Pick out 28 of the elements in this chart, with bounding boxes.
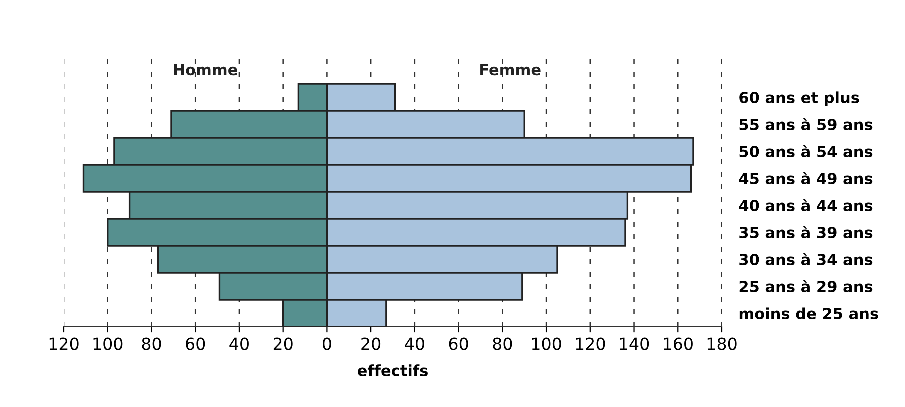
y-tick-label: moins de 25 ans (740, 308, 878, 320)
text: Femme (480, 64, 541, 76)
x-tick-label: 180 (708, 338, 737, 350)
x-tick-label: 60 (449, 338, 468, 350)
x-tick-label: 40 (405, 338, 424, 350)
x-tick-label: 100 (532, 338, 562, 350)
x-tick-label: 100 (94, 338, 123, 350)
y-tick-label: 50 ans à 54 ans (740, 145, 873, 158)
x-tick-label: 20 (362, 338, 381, 350)
y-tick-label: 45 ans à 49 ans (739, 172, 873, 185)
x-tick-label: 120 (576, 338, 606, 350)
x-tick-label: 80 (493, 338, 512, 350)
y-tick-label: 25 ans à 29 ans (740, 280, 873, 293)
x-tick-label: 80 (142, 338, 162, 350)
y-tick-label: 55 ans à 59 ans (740, 118, 873, 131)
text: Homme (174, 64, 238, 76)
x-tick-label: 40 (230, 338, 249, 350)
y-tick-label: 40 ans à 44 ans (739, 199, 873, 212)
x-tick-label: 120 (50, 338, 79, 350)
x-tick-label: 20 (274, 338, 293, 350)
x-tick-label: 140 (620, 338, 650, 350)
x-tick-label: 60 (186, 338, 206, 350)
x-tick-label: 160 (664, 338, 693, 350)
y-tick-label: 30 ans à 34 ans (740, 253, 873, 266)
x-tick-label: 0 (322, 338, 332, 350)
y-tick-label: 60 ans et plus (740, 92, 860, 106)
y-tick-label: 35 ans à 39 ans (740, 226, 873, 239)
x-axis-title: effectifs (358, 364, 428, 376)
